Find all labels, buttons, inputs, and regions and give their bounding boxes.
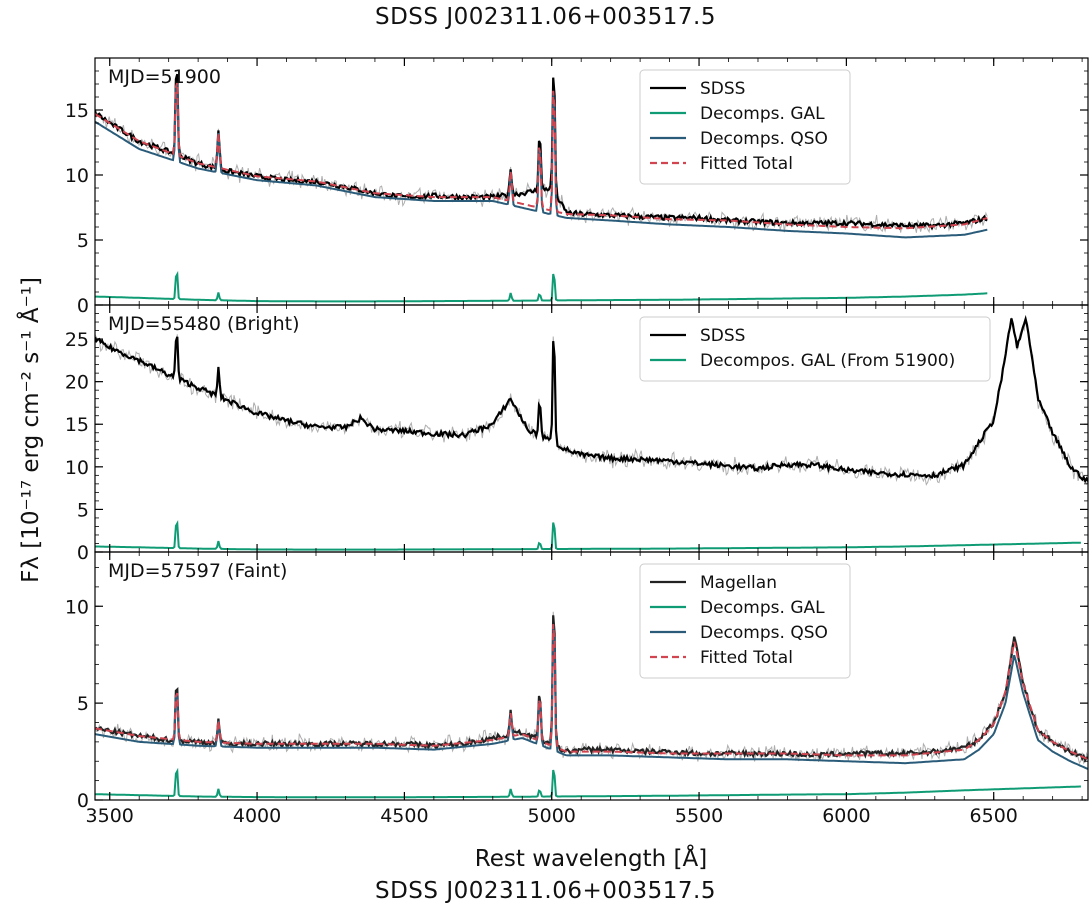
series-decomps-qso [95,624,1088,770]
panel-1: 0 5 10 15 MJD=51900 SDSS Decomps. GAL Decomps. … [65,57,1089,317]
y-tick-label: 15 [65,100,89,122]
series-sdss [95,314,1088,484]
x-tick-label: 6500 [970,805,1018,827]
x-axis-label: Rest wavelength [Å] [475,844,707,872]
legend-label: Decomps. GAL [700,598,825,618]
legend-label: Fitted Total [700,154,793,174]
y-tick-label: 20 [65,372,89,394]
y-tick-label: 10 [65,165,89,187]
series-decompos-gal-from-51900- [95,519,1081,551]
series-fitted-total [95,81,988,230]
x-tick-label: 4500 [380,805,428,827]
legend-label: Decomps. QSO [700,129,828,149]
legend-label: Decompos. GAL (From 51900) [700,351,955,371]
series-fitted-total [95,624,1088,761]
x-tick-label: 3500 [86,805,134,827]
y-tick-label: 5 [77,230,89,252]
series-decomps-gal [95,767,1081,799]
panel-frame [94,57,1089,306]
panel-frame [94,551,1089,801]
x-tick-label: 5500 [675,805,723,827]
series-decomps-gal [95,270,988,303]
legend-label: Fitted Total [700,648,793,668]
y-tick-label: 0 [77,295,89,317]
plot-area [95,314,1088,551]
figure-title: SDSS J002311.06+003517.5 [375,4,716,30]
y-axis-label: Fλ [10⁻¹⁷ erg cm⁻² s⁻¹ Å⁻¹] [16,277,44,583]
figure-caption: SDSS J002311.06+003517.5 [375,878,716,904]
y-tick-label: 15 [65,414,89,436]
error-band [95,316,1088,486]
panel-2: 0 5 10 15 20 25 MJD=55480 (Bright) SDSS Decompos… [65,304,1089,564]
legend-box [639,69,851,185]
y-tick-label: 5 [77,693,89,715]
legend-box [639,563,851,679]
y-tick-label: 0 [77,542,89,564]
legend-label: SDSS [700,326,745,346]
panel-3: 0 5 10 3500 4000 4500 5000 5500 6000 6500 MJD=5759… [65,551,1089,827]
plot-area [95,73,988,303]
panel-label: MJD=51900 [108,66,221,88]
y-tick-label: 0 [77,790,89,812]
y-tick-label: 10 [65,596,89,618]
legend-box [639,316,991,382]
legend-label: Magellan [700,573,777,593]
y-tick-label: 10 [65,457,89,479]
legend-label: Decomps. QSO [700,623,828,643]
x-tick-label: 4000 [233,805,281,827]
legend-label: Decomps. GAL [700,104,825,124]
legend-label: SDSS [700,79,745,99]
panel-label: MJD=57597 (Faint) [108,560,287,582]
x-tick-label: 6000 [822,805,870,827]
panel-label: MJD=55480 (Bright) [108,313,300,335]
y-tick-label: 5 [77,499,89,521]
x-tick-label: 5000 [528,805,576,827]
plot-area [95,611,1088,799]
y-tick-label: 25 [65,329,89,351]
